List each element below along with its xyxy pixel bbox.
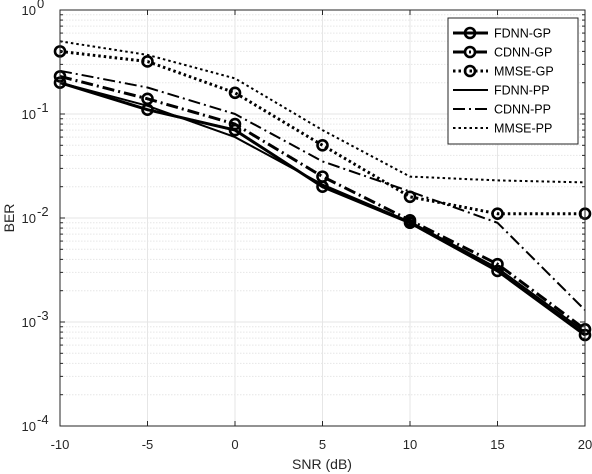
legend-item-fdnn-gp: FDNN-GP <box>453 27 551 41</box>
y-tick-mantissa: 10 <box>22 315 36 330</box>
y-tick-label: 10 0 <box>22 0 45 18</box>
series-mmse-gp <box>53 45 592 220</box>
legend-item-fdnn-pp: FDNN-PP <box>453 84 550 98</box>
x-tick-labels: -10 -5 0 5 10 15 20 <box>51 437 592 452</box>
y-tick-label: 10 -1 <box>22 100 49 122</box>
legend-label: MMSE-GP <box>494 65 554 79</box>
data-point <box>228 86 242 100</box>
series-line <box>59 81 586 337</box>
series-cdnn-pp <box>59 69 586 311</box>
y-tick-exponent: -1 <box>37 100 49 115</box>
legend-item-mmse-pp: MMSE-PP <box>453 122 552 136</box>
legend-marker <box>463 26 477 40</box>
axis-ticks <box>59 10 586 427</box>
data-point <box>141 55 154 68</box>
data-point <box>316 139 329 152</box>
series-line <box>59 74 586 331</box>
x-tick-label: 0 <box>231 437 238 452</box>
legend-marker <box>463 64 477 78</box>
data-point <box>228 117 242 131</box>
y-tick-mantissa: 10 <box>22 3 36 18</box>
series-line <box>59 49 585 216</box>
data-point <box>141 92 154 106</box>
series-line <box>59 69 586 311</box>
x-tick-label: -5 <box>142 437 154 452</box>
y-tick-mantissa: 10 <box>22 211 36 226</box>
y-axis-label: BER <box>1 204 17 233</box>
y-tick-mantissa: 10 <box>22 107 36 122</box>
y-tick-label: 10 -3 <box>22 308 49 330</box>
data-point <box>403 190 417 204</box>
legend: FDNN-GP CDNN-GP MMSE-GP FDNN-PP CDNN-PP MMSE-… <box>447 17 579 145</box>
x-tick-label: 15 <box>490 437 504 452</box>
series-fdnn-pp <box>59 81 586 333</box>
series-mmse-pp <box>59 40 586 184</box>
x-tick-label: 5 <box>319 437 326 452</box>
data-point <box>491 207 504 220</box>
y-tick-exponent: -4 <box>37 412 49 427</box>
series-line <box>59 40 586 184</box>
legend-item-cdnn-pp: CDNN-PP <box>453 103 551 117</box>
y-tick-mantissa: 10 <box>22 419 36 434</box>
x-tick-label: 20 <box>578 437 592 452</box>
legend-item-cdnn-gp: CDNN-GP <box>453 46 552 60</box>
y-tick-exponent: -3 <box>37 308 49 323</box>
x-tick-label: 10 <box>403 437 417 452</box>
x-tick-label: -10 <box>51 437 70 452</box>
y-tick-label: 10 -4 <box>22 412 49 434</box>
legend-label: CDNN-GP <box>494 46 552 60</box>
legend-label: FDNN-GP <box>494 27 551 41</box>
x-axis-label: SNR (dB) <box>292 456 352 472</box>
legend-label: FDNN-PP <box>494 84 550 98</box>
y-tick-exponent: -2 <box>37 204 49 219</box>
y-tick-label: 10 -2 <box>22 204 49 226</box>
legend-label: CDNN-PP <box>494 103 551 117</box>
series-line <box>59 81 586 333</box>
data-point <box>316 170 329 183</box>
series-layer <box>53 40 592 342</box>
legend-item-mmse-gp: MMSE-GP <box>453 65 554 79</box>
legend-label: MMSE-PP <box>494 122 552 136</box>
y-tick-exponent: 0 <box>37 0 44 11</box>
legend-marker <box>463 45 477 59</box>
